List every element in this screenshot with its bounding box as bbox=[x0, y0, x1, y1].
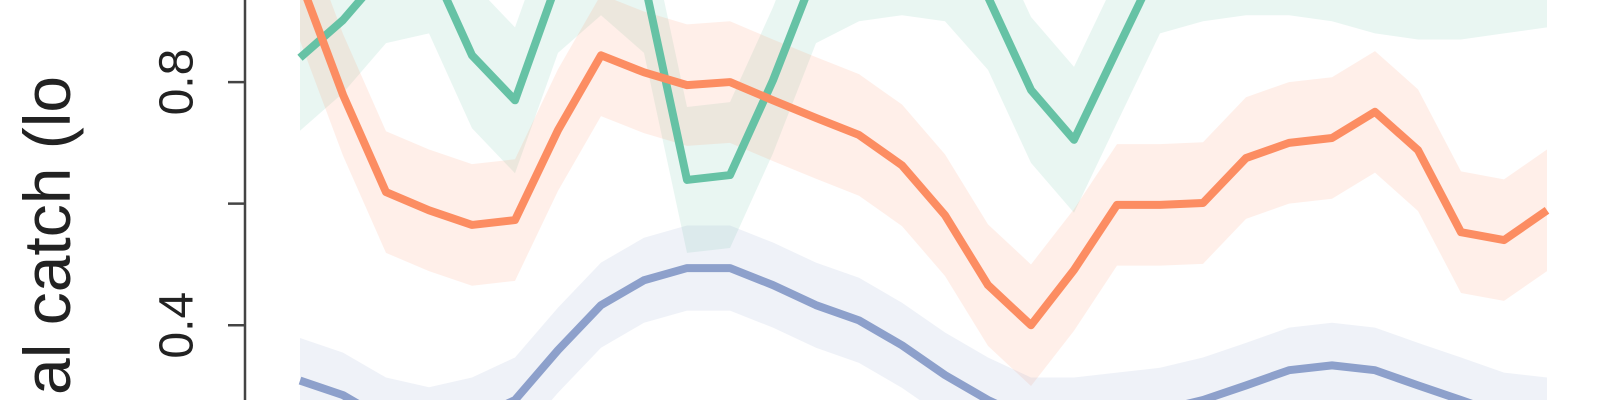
confidence-band bbox=[300, 225, 1547, 400]
y-tick-label: 0.8 bbox=[151, 49, 204, 116]
y-tick-label: 0.4 bbox=[151, 292, 204, 359]
y-axis-title: al catch (lo bbox=[10, 76, 84, 395]
series-line bbox=[298, 264, 1474, 400]
series-line bbox=[297, 0, 1146, 184]
confidence-band bbox=[300, 0, 1547, 253]
plot-area bbox=[297, 0, 1550, 400]
series-line bbox=[303, 0, 1550, 330]
